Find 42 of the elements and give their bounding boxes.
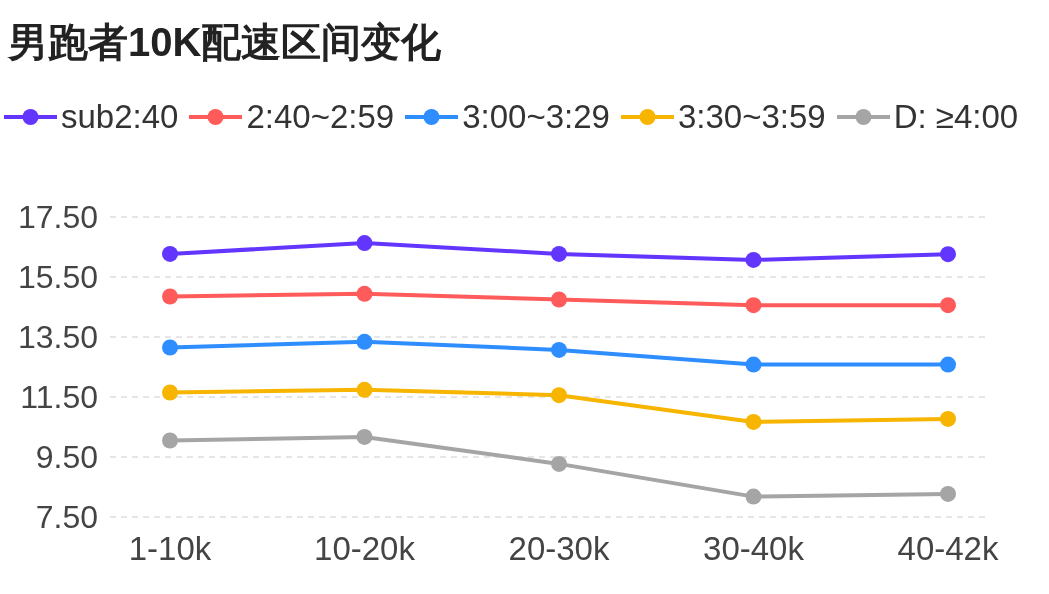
y-tick-label: 15.50: [17, 259, 98, 296]
point: [551, 387, 567, 404]
x-tick-label: 10-20k: [314, 530, 416, 568]
point: [745, 356, 762, 373]
point: [551, 341, 567, 358]
point: [940, 356, 956, 373]
y-tick-label: 9.50: [35, 439, 98, 476]
point: [356, 428, 373, 445]
point: [551, 455, 567, 472]
x-tick-label: 1-10k: [128, 530, 212, 568]
point: [940, 485, 956, 502]
point: [356, 333, 373, 350]
point: [162, 245, 178, 262]
legend-label: 3:00~3:29: [462, 98, 610, 136]
point: [356, 381, 373, 398]
y-tick-label: 17.50: [17, 199, 98, 236]
point: [745, 488, 762, 505]
y-tick-label: 13.50: [17, 319, 98, 356]
legend-label: sub2:40: [61, 98, 179, 136]
point: [940, 297, 956, 314]
point: [162, 384, 178, 401]
y-tick-label: 11.50: [20, 379, 98, 416]
point: [551, 291, 567, 308]
legend-label: 2:40~2:59: [246, 98, 395, 136]
point: [745, 413, 762, 430]
chart-title: 男跑者10K配速区间变化: [8, 19, 442, 66]
point: [356, 235, 373, 252]
point: [162, 288, 178, 305]
point: [162, 339, 178, 356]
legend-label: 3:30~3:59: [677, 98, 826, 136]
point: [745, 297, 762, 314]
point: [940, 410, 956, 427]
point: [356, 285, 373, 302]
x-tick-label: 40-42k: [897, 530, 999, 568]
point: [551, 245, 567, 262]
legend-label: D: ≥4:00: [893, 98, 1019, 136]
point: [940, 246, 956, 263]
point: [745, 251, 762, 268]
point: [162, 432, 178, 449]
x-tick-label: 20-30k: [508, 530, 610, 568]
x-tick-label: 30-40k: [703, 530, 805, 568]
y-tick-label: 7.50: [35, 499, 98, 536]
